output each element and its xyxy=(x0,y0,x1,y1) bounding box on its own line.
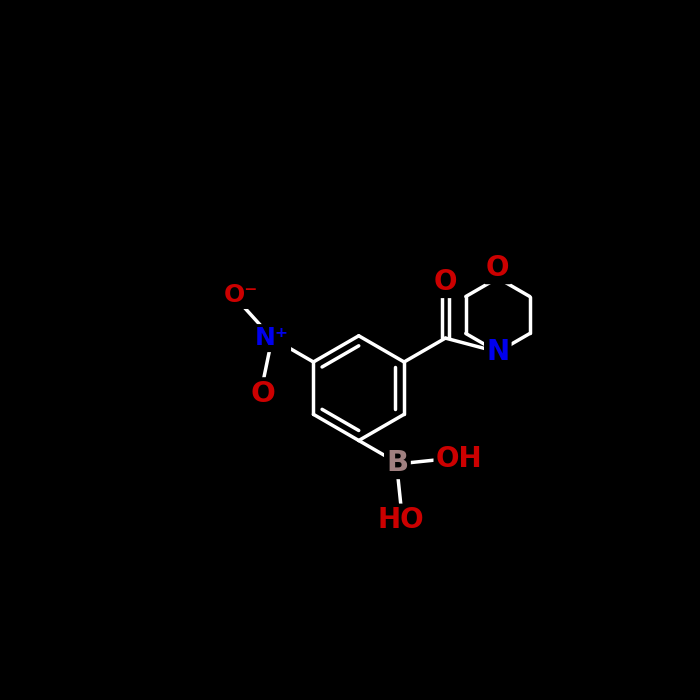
Text: HO: HO xyxy=(378,506,425,534)
Text: B: B xyxy=(386,449,409,477)
Text: OH: OH xyxy=(435,445,482,473)
Text: O: O xyxy=(486,254,510,282)
Text: N⁺: N⁺ xyxy=(255,326,289,350)
Text: N: N xyxy=(486,338,510,366)
Text: O: O xyxy=(434,268,457,296)
Text: O: O xyxy=(251,379,275,407)
Text: O⁻: O⁻ xyxy=(224,283,258,307)
